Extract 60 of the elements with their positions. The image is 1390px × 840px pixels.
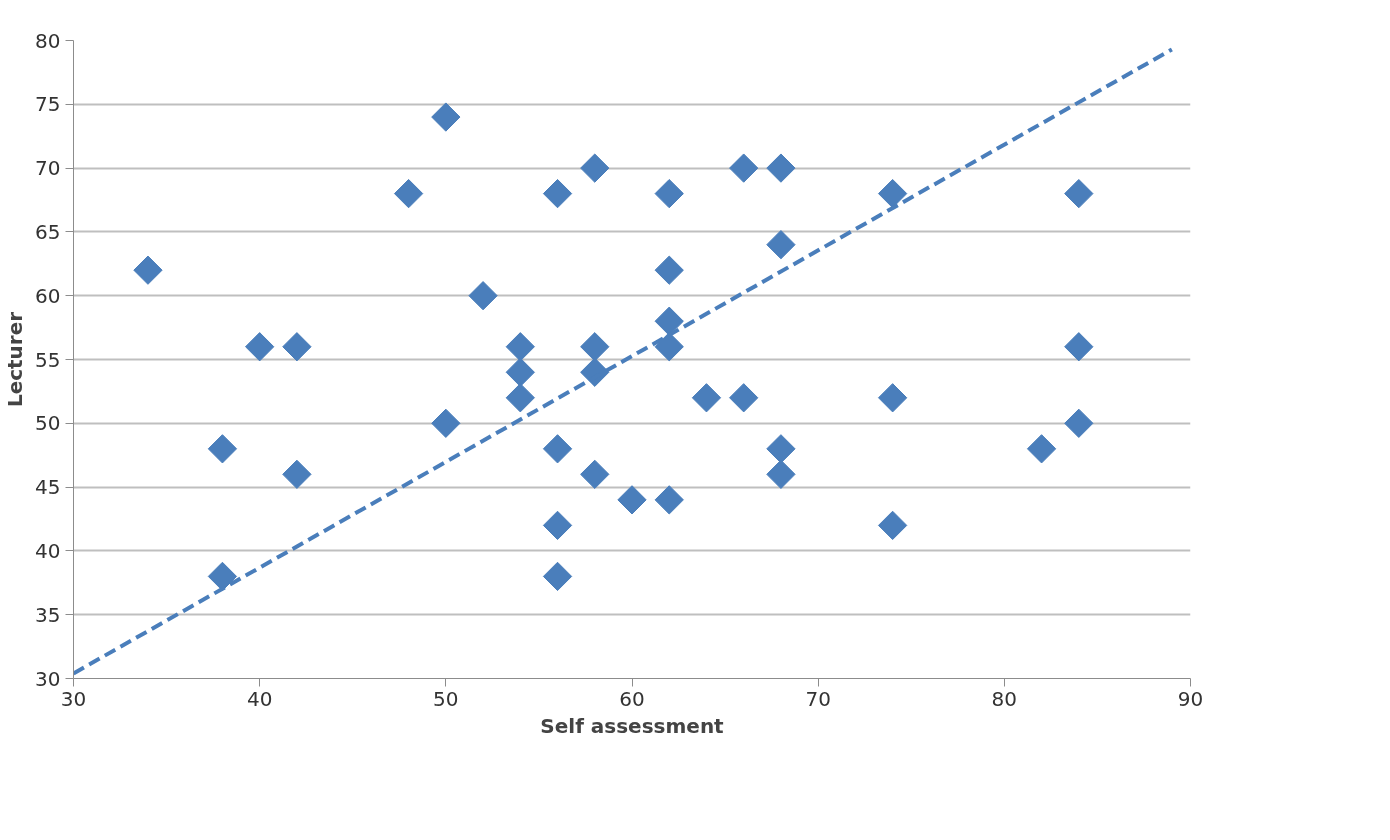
point [654, 306, 684, 336]
y-tick-label: 50 [35, 411, 61, 436]
point [580, 153, 610, 183]
y-tick-label: 60 [35, 283, 61, 308]
point [1064, 178, 1094, 209]
point [877, 178, 908, 209]
point [1026, 434, 1057, 464]
x-tick-label: 90 [1177, 686, 1204, 711]
point [580, 459, 610, 489]
point [729, 153, 759, 183]
point [729, 383, 759, 413]
point [468, 281, 498, 311]
point [207, 434, 238, 464]
point [1064, 408, 1094, 438]
point [654, 332, 684, 362]
point [393, 178, 424, 209]
point [542, 434, 573, 464]
y-tick-label: 65 [35, 219, 61, 244]
point [1064, 332, 1094, 362]
x-tick-label: 50 [433, 686, 459, 711]
y-tick-label: 55 [35, 347, 61, 372]
point [133, 255, 163, 285]
point [617, 485, 647, 515]
point [245, 332, 275, 362]
point [542, 561, 573, 592]
point [766, 434, 796, 464]
point [431, 408, 461, 438]
point [542, 178, 573, 209]
point [505, 357, 535, 387]
y-tick-label: 45 [35, 475, 61, 500]
y-axis-title: Lecturer [3, 311, 28, 408]
point [505, 332, 535, 362]
y-tick-label: 40 [35, 538, 61, 563]
point [766, 153, 796, 183]
y-tick-label: 30 [35, 666, 61, 691]
point [877, 510, 908, 541]
point [766, 230, 796, 260]
point [766, 459, 796, 489]
point [282, 459, 312, 489]
point [691, 383, 722, 413]
point [505, 383, 535, 413]
point [654, 255, 684, 285]
x-tick-label: 80 [991, 686, 1018, 711]
point [542, 510, 573, 541]
point [580, 357, 610, 387]
x-tick-label: 40 [246, 686, 273, 711]
x-tick-label: 30 [60, 686, 87, 711]
point [580, 332, 610, 362]
point [654, 178, 684, 209]
y-tick-label: 70 [35, 156, 61, 181]
point [654, 485, 684, 515]
y-tick-label: 80 [35, 28, 61, 53]
y-tick-label: 35 [35, 602, 61, 627]
point [431, 102, 461, 132]
x-tick-label: 70 [805, 686, 831, 711]
x-axis-title: Self assessment [540, 713, 725, 738]
point [877, 383, 908, 413]
point [282, 332, 312, 362]
y-tick-label: 75 [35, 92, 61, 117]
x-tick-label: 60 [619, 686, 645, 711]
